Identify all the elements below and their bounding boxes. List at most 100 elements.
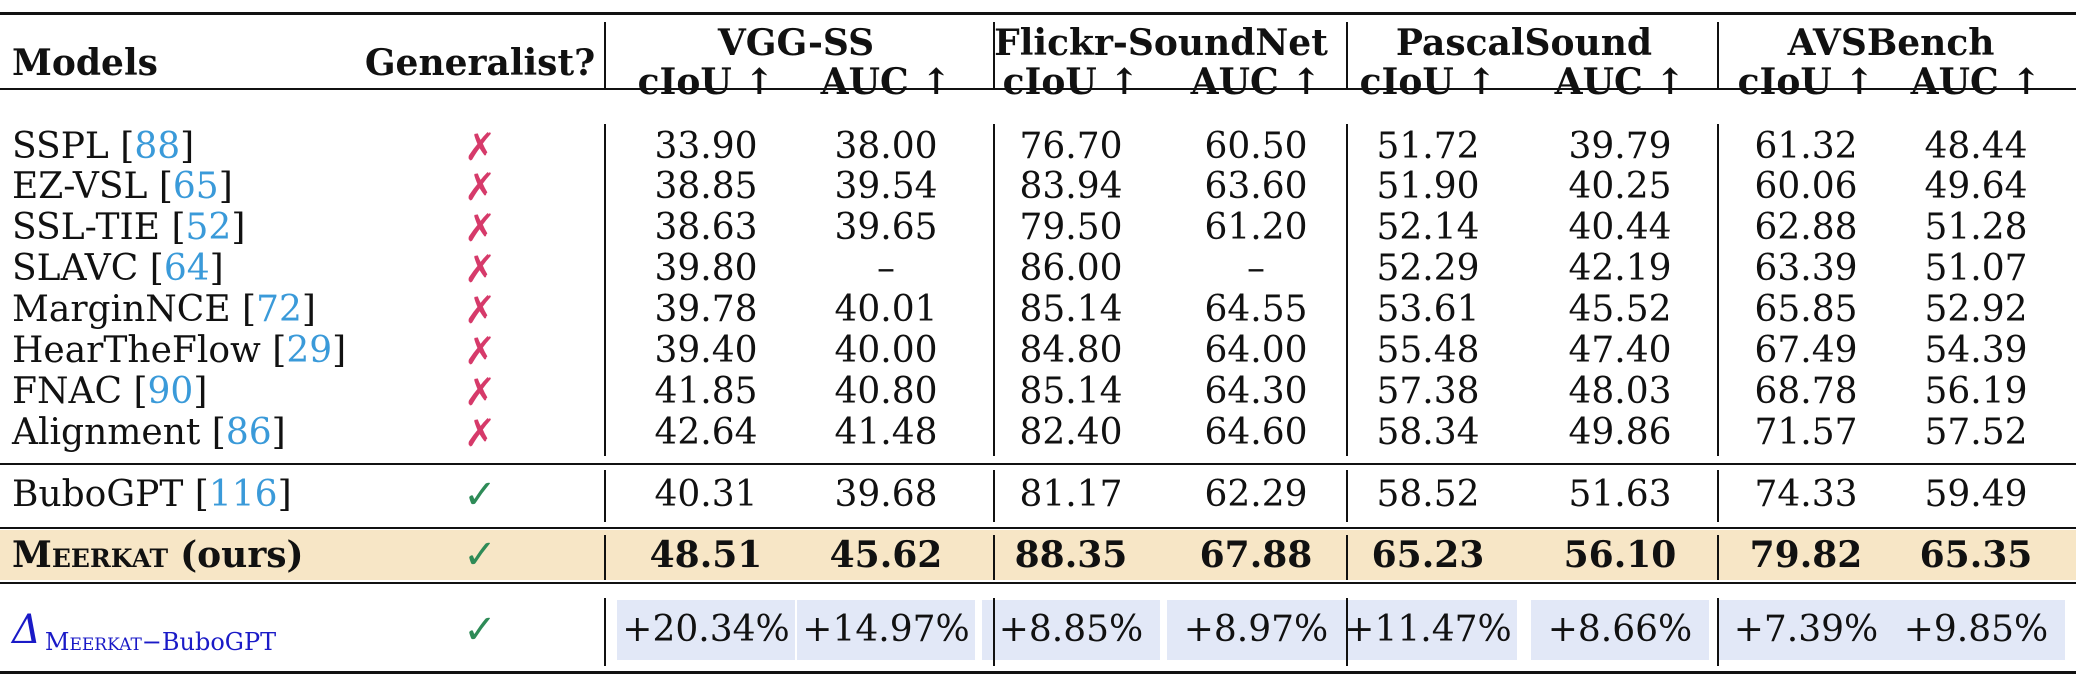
table-cell: 48.44 (1924, 126, 2028, 167)
citation-link[interactable]: 116 (208, 474, 278, 515)
delta-cell-highlight (797, 600, 975, 660)
table-cell: 47.40 (1568, 330, 1672, 371)
cross-icon: ✗ (464, 125, 496, 169)
column-separator (993, 535, 995, 580)
table-cell: 60.50 (1204, 126, 1308, 167)
bracket-open: [ (147, 166, 173, 207)
model-name: HearTheFlow [29] (12, 331, 346, 371)
table-cell: 58.34 (1376, 412, 1480, 453)
model-label: EZ-VSL (12, 166, 148, 207)
cross-icon: ✗ (464, 165, 496, 209)
citation-link[interactable]: 65 (172, 166, 219, 207)
specialist-rule (0, 463, 2076, 465)
bracket-open: [ (200, 412, 226, 453)
check-icon: ✓ (463, 472, 497, 518)
table-cell: 63.60 (1204, 166, 1308, 207)
column-separator (993, 22, 995, 88)
table-cell: 65.35 (1919, 534, 2033, 576)
model-name: Alignment [86] (12, 413, 286, 453)
table-cell: 74.33 (1754, 474, 1858, 515)
table-cell: 68.78 (1754, 371, 1858, 412)
check-icon: ✓ (463, 607, 497, 653)
table-cell: 42.64 (654, 412, 758, 453)
table-cell: 63.39 (1754, 248, 1858, 289)
table-cell: 59.49 (1924, 474, 2028, 515)
column-separator (1717, 22, 1719, 88)
column-separator (1346, 22, 1348, 88)
meerkat-row-highlight (0, 530, 2076, 580)
table-cell: 56.10 (1563, 534, 1677, 576)
column-separator (604, 124, 606, 456)
table-cell: 54.39 (1924, 330, 2028, 371)
bracket-open: [ (122, 371, 148, 412)
table-cell: 33.90 (654, 126, 758, 167)
bracket-open: [ (230, 289, 257, 330)
model-name: BuboGPT [116] (12, 472, 292, 518)
citation-link[interactable]: 64 (163, 248, 210, 289)
table-cell: 52.92 (1924, 289, 2028, 330)
table-cell: 64.00 (1204, 330, 1308, 371)
delta-cell-highlight (1887, 600, 2065, 660)
column-separator (1717, 535, 1719, 580)
citation-link[interactable]: 88 (134, 126, 181, 167)
column-separator (993, 598, 995, 666)
delta-sub-b: BuboGPT (161, 628, 277, 656)
citation-link[interactable]: 86 (225, 412, 272, 453)
bracket-close: ] (271, 412, 286, 453)
cross-icon: ✗ (464, 370, 496, 414)
delta-sub-sep: − (141, 628, 162, 656)
model-label: Alignment (12, 412, 201, 453)
table-cell: 79.82 (1749, 534, 1863, 576)
table-cell: 85.14 (1019, 371, 1123, 412)
check-icon: ✓ (463, 532, 497, 578)
table-cell: 85.14 (1019, 289, 1123, 330)
column-separator (993, 124, 995, 456)
table-cell: 40.31 (654, 474, 758, 515)
table-cell: +7.39% (1733, 609, 1879, 650)
column-separator (1346, 535, 1348, 580)
table-cell: 62.29 (1204, 474, 1308, 515)
model-label: FNAC (12, 371, 123, 412)
table-cell: +20.34% (622, 609, 790, 650)
delta-cell-highlight (1167, 600, 1345, 660)
cross-icon: ✗ (464, 329, 496, 373)
column-separator (993, 470, 995, 522)
delta-symbol: Δ (12, 607, 41, 653)
delta-cell-highlight (1339, 600, 1517, 660)
column-separator (1346, 470, 1348, 522)
table-cell: 61.20 (1204, 207, 1308, 248)
metric-header: AUC ↑ (1190, 61, 1322, 103)
model-name: SLAVC [64] (12, 249, 224, 289)
column-separator (1717, 124, 1719, 456)
models-header: Models (12, 42, 158, 84)
ours-label: (ours) (180, 534, 304, 576)
column-separator (1717, 470, 1719, 522)
cross-icon: ✗ (464, 247, 496, 291)
table-cell: 67.88 (1199, 534, 1313, 576)
citation-link[interactable]: 90 (147, 371, 194, 412)
meerkat-rule (0, 582, 2076, 584)
table-cell: 39.68 (834, 474, 938, 515)
delta-cell-highlight (1531, 600, 1709, 660)
citation-link[interactable]: 72 (256, 289, 302, 330)
header-rule (0, 88, 2076, 90)
model-name: MarginNCE [72] (12, 290, 316, 330)
table-cell: – (1247, 248, 1265, 289)
table-cell: 49.64 (1924, 166, 2028, 207)
model-name: Meerkat (ours) (12, 532, 304, 578)
table-cell: 82.40 (1019, 412, 1123, 453)
table-cell: 52.29 (1376, 248, 1480, 289)
table-cell: 41.48 (834, 412, 938, 453)
citation-link[interactable]: 29 (286, 330, 333, 371)
table-cell: 62.88 (1754, 207, 1858, 248)
table-cell: 38.85 (654, 166, 758, 207)
table-cell: 57.38 (1376, 371, 1480, 412)
table-cell: +14.97% (802, 609, 970, 650)
bracket-close: ] (301, 289, 316, 330)
model-name: SSPL [88] (12, 127, 194, 167)
table-cell: 51.28 (1924, 207, 2028, 248)
citation-link[interactable]: 52 (185, 207, 232, 248)
column-separator (1346, 124, 1348, 456)
table-cell: 45.52 (1568, 289, 1672, 330)
